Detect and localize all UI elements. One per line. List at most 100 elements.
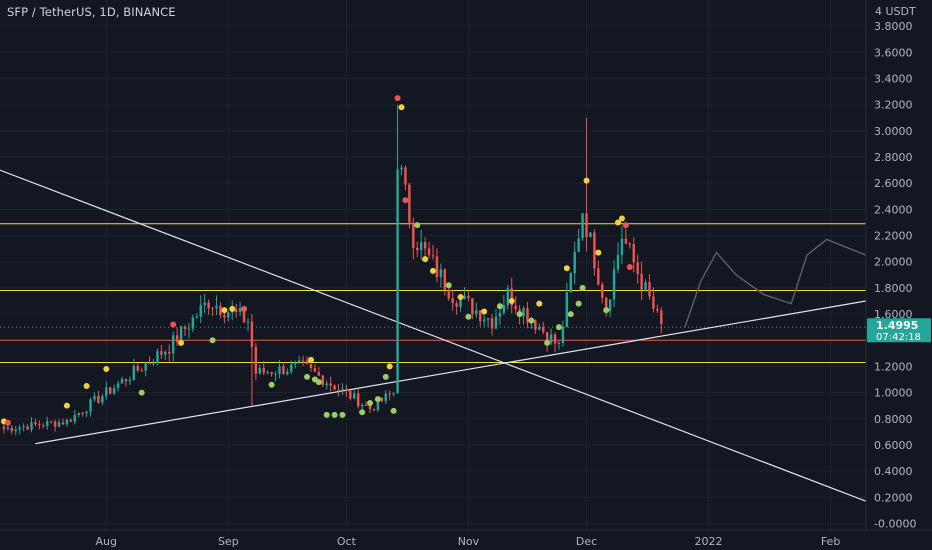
candle <box>479 309 482 327</box>
trendline <box>0 169 867 502</box>
candle-body <box>77 412 80 416</box>
candle <box>183 325 187 337</box>
candle-body <box>557 342 561 344</box>
candle-body <box>490 318 494 329</box>
candle <box>14 425 17 436</box>
candle-body <box>475 310 478 315</box>
signal-dot <box>626 263 633 270</box>
candle <box>317 367 321 377</box>
candle-body <box>624 238 628 244</box>
candle-body <box>6 427 10 429</box>
candle <box>266 370 269 375</box>
candle <box>396 104 399 394</box>
candle-body <box>604 297 608 312</box>
candle <box>38 420 41 430</box>
candle <box>211 306 214 317</box>
signal-dot <box>430 267 436 274</box>
candle-body <box>309 363 313 368</box>
candle <box>628 241 632 249</box>
candle-body <box>38 424 41 426</box>
candle <box>392 392 395 397</box>
candle <box>660 307 663 334</box>
candle-body <box>105 387 108 397</box>
candle-body <box>510 288 513 306</box>
candle-body <box>128 379 132 382</box>
signal-dot <box>367 400 374 407</box>
candle <box>364 401 368 406</box>
candle <box>604 296 608 317</box>
candle <box>325 380 328 390</box>
signal-dot <box>374 396 381 403</box>
candle-body <box>305 360 309 364</box>
candle <box>502 294 506 316</box>
x-tick-label: 2022 <box>695 535 723 548</box>
candle-body <box>321 375 325 385</box>
candle-body <box>345 388 348 391</box>
candle-body <box>313 367 317 372</box>
candle <box>419 229 423 260</box>
candle <box>624 228 628 244</box>
candle <box>490 313 494 336</box>
candle <box>132 358 136 381</box>
signal-dot <box>331 411 338 418</box>
candle-body <box>270 372 273 375</box>
candle <box>278 359 281 379</box>
candle <box>294 360 297 369</box>
candle-body <box>435 256 439 278</box>
candle-body <box>498 312 502 317</box>
candle-body <box>660 310 663 325</box>
candle-body <box>608 299 612 312</box>
candle <box>140 367 143 372</box>
candle-body <box>561 326 565 343</box>
signal-dot <box>575 300 582 307</box>
candle-body <box>400 167 403 170</box>
candle <box>482 314 486 327</box>
candle <box>601 281 604 304</box>
candle-body <box>408 184 411 223</box>
candle <box>234 303 238 318</box>
projection-path <box>684 238 867 328</box>
candle <box>262 360 265 376</box>
candle-body <box>132 366 136 380</box>
signal-dot <box>465 313 472 320</box>
candle-body <box>152 363 155 365</box>
signal-dot <box>339 411 346 418</box>
candle-body <box>238 308 242 312</box>
candle-body <box>356 393 360 407</box>
y-tick-label: 3.4000 <box>874 73 913 86</box>
candle-body <box>234 309 238 312</box>
signal-dot <box>516 311 523 318</box>
candle <box>475 302 478 318</box>
price-axis: 3.8000 3.6000 3.4000 3.2000 3.0000 2.8000 2.60… <box>865 0 932 550</box>
candle <box>463 287 466 300</box>
y-tick-label: 2.4000 <box>874 203 913 216</box>
candle-body <box>262 367 265 373</box>
candle-body <box>565 292 569 327</box>
signal-dot <box>221 307 228 314</box>
candle <box>541 321 545 335</box>
candle <box>506 284 510 310</box>
candle-body <box>73 415 77 422</box>
signal-dot <box>622 222 629 229</box>
candle-body <box>164 352 167 355</box>
candle <box>435 248 439 283</box>
candle-body <box>443 269 447 290</box>
candle-body <box>148 363 151 365</box>
signal-dot <box>83 383 90 390</box>
candle <box>573 241 576 285</box>
candle <box>30 417 33 433</box>
candle-body <box>108 387 112 394</box>
candle-body <box>482 319 486 322</box>
candle <box>538 323 541 331</box>
candle <box>258 364 262 375</box>
symbol-title: SFP / TetherUS, 1D, BINANCE <box>7 5 176 19</box>
candle <box>73 409 77 425</box>
candle-body <box>199 305 202 317</box>
candle-body <box>376 397 380 411</box>
signal-dot <box>209 337 216 344</box>
candle <box>384 390 387 405</box>
signal-dot <box>618 215 625 222</box>
candle <box>112 384 116 396</box>
candle <box>569 271 572 293</box>
